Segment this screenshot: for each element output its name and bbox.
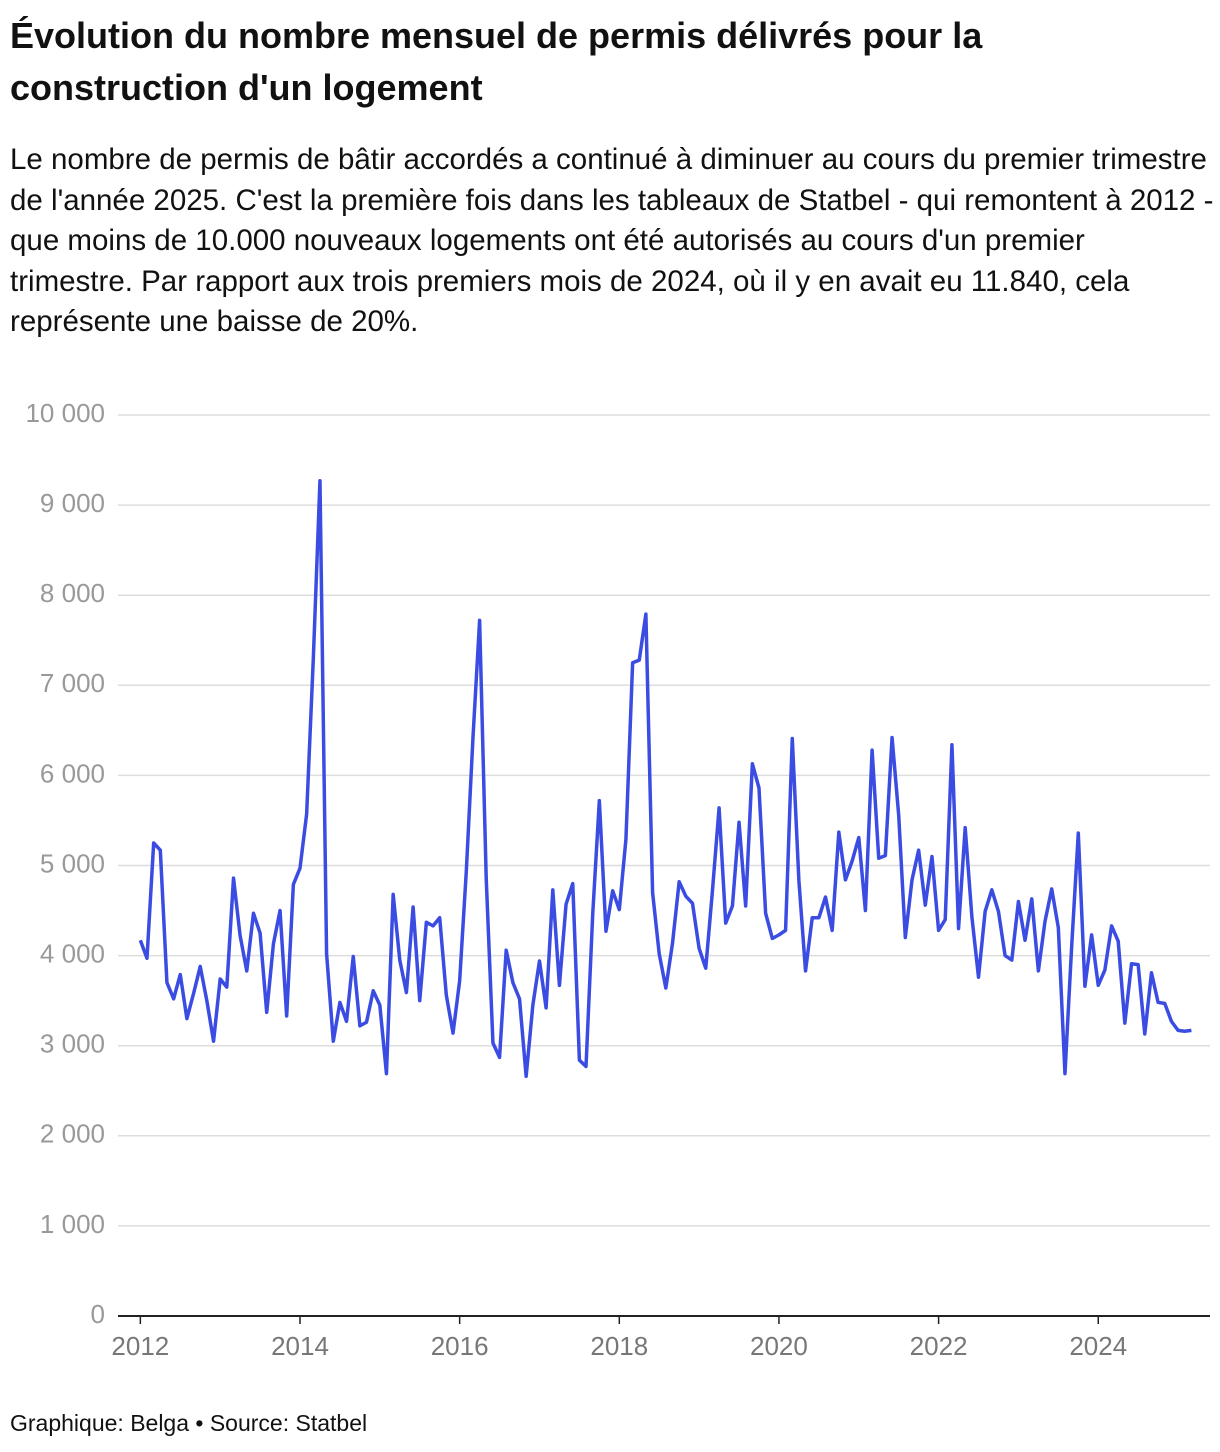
y-tick-label: 5 000: [40, 848, 105, 878]
x-tick-label: 2020: [750, 1331, 808, 1361]
footer: Graphique: Belga • Source: Statbel: [10, 1410, 368, 1436]
x-tick-label: 2024: [1069, 1331, 1127, 1361]
y-tick-label: 3 000: [40, 1029, 105, 1059]
y-tick-label: 8 000: [40, 578, 105, 608]
y-tick-label: 1 000: [40, 1209, 105, 1239]
y-tick-label: 4 000: [40, 938, 105, 968]
x-tick-label: 2018: [590, 1331, 648, 1361]
y-tick-label: 0: [91, 1299, 105, 1329]
y-tick-label: 7 000: [40, 668, 105, 698]
chart: 0 1 000 2 000 3 000 4 000 5 000 6 000 7 000 8 00…: [25, 398, 1210, 1361]
y-tick-label: 6 000: [40, 758, 105, 788]
y-tick-label: 10 000: [25, 398, 105, 428]
x-tick-label: 2014: [271, 1331, 329, 1361]
y-tick-label: 9 000: [40, 488, 105, 518]
y-tick-label: 2 000: [40, 1119, 105, 1149]
data-line: [138, 479, 1192, 1079]
x-tick-label: 2022: [910, 1331, 968, 1361]
x-tick-label: 2016: [431, 1331, 489, 1361]
x-tick-label: 2012: [111, 1331, 169, 1361]
chart-title: Évolution du nombre mensuel de permis dé…: [10, 15, 983, 108]
chart-subtitle: Le nombre de permis de bâtir accordés a …: [10, 143, 1214, 338]
